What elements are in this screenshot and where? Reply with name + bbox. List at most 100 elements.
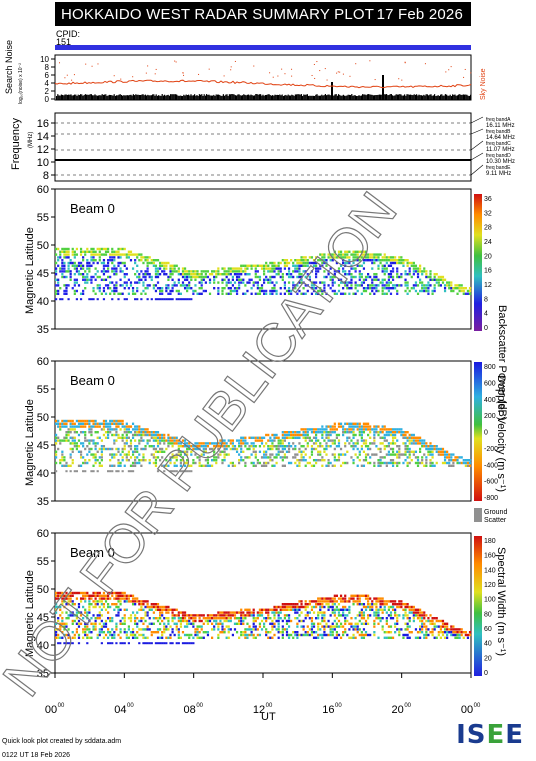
- scatter-cell: [416, 461, 420, 465]
- scatter-cell: [419, 450, 422, 453]
- scatter-cell: [57, 447, 60, 451]
- scatter-cell: [79, 261, 83, 265]
- scatter-cell: [217, 636, 220, 639]
- scatter-cell: [200, 442, 203, 445]
- scatter-cell: [92, 250, 95, 253]
- scatter-cell: [258, 264, 262, 267]
- scatter-cell: [329, 253, 332, 256]
- scatter-cell: [333, 619, 336, 623]
- scatter-cell: [113, 591, 116, 595]
- scatter-cell: [113, 428, 116, 431]
- noise-bar: [228, 94, 230, 100]
- scatter-cell: [165, 611, 168, 614]
- scatter-cell: [433, 617, 436, 620]
- scatter-cell: [188, 622, 191, 625]
- scatter-cell: [396, 622, 399, 625]
- scatter-cell: [252, 611, 255, 614]
- scatter-cell: [348, 600, 351, 603]
- scatter-cell: [339, 622, 343, 625]
- scatter-cell: [88, 431, 91, 434]
- scatter-cell: [248, 436, 251, 439]
- lat-tick-label: 55: [37, 384, 49, 396]
- scatter-cell: [144, 445, 147, 448]
- scatter-cell: [446, 628, 449, 631]
- scatter-cell: [398, 284, 401, 287]
- scatter-cell: [200, 275, 203, 279]
- scatter-cell: [302, 261, 305, 265]
- noise-bar: [155, 94, 157, 100]
- scatter-cell: [323, 631, 326, 634]
- scatter-cell: [115, 289, 118, 293]
- scatter-cell: [315, 281, 318, 284]
- scatter-cell: [400, 284, 403, 287]
- scatter-cell: [373, 439, 376, 442]
- scatter-cell: [238, 281, 241, 284]
- noise-bar: [320, 95, 322, 100]
- scatter-cell: [96, 422, 99, 425]
- scatter-cell: [298, 461, 301, 465]
- colorbar-tick-label: -600: [484, 479, 498, 486]
- noise-bar: [141, 94, 143, 100]
- scatter-cell: [113, 633, 116, 637]
- noise-dot: [147, 65, 149, 67]
- scatter-cell: [325, 436, 328, 439]
- noise-bar: [441, 94, 443, 100]
- scatter-cell: [117, 419, 120, 423]
- scatter-cell: [273, 456, 276, 459]
- scatter-cell: [192, 447, 195, 451]
- scatter-cell: [279, 292, 282, 295]
- scatter-cell: [154, 259, 158, 262]
- scatter-cell: [331, 425, 334, 428]
- scatter-cell: [96, 603, 99, 606]
- scatter-cell: [240, 445, 243, 448]
- scatter-cell: [348, 256, 351, 259]
- scatter-cell: [448, 631, 451, 634]
- scatter-cell: [331, 633, 334, 637]
- lat-tick-label: 55: [37, 556, 49, 568]
- scatter-cell: [115, 422, 118, 425]
- scatter-cell: [362, 459, 366, 462]
- scatter-cell: [161, 636, 164, 639]
- scatter-cell: [375, 259, 378, 262]
- scatter-cell: [154, 289, 158, 293]
- lat-tick-label: 40: [37, 296, 49, 308]
- scatter-cell: [352, 261, 355, 265]
- scatter-cell: [342, 608, 345, 611]
- scatter-cell: [94, 292, 97, 295]
- scatter-cell: [88, 608, 91, 611]
- noise-bar: [298, 94, 300, 100]
- noise-bar: [249, 95, 251, 100]
- noise-bar: [161, 94, 163, 100]
- lat-tick-label: 45: [37, 612, 49, 624]
- scatter-cell: [325, 600, 328, 603]
- scatter-cell: [136, 275, 139, 279]
- scatter-cell: [335, 445, 338, 448]
- scatter-cell: [179, 619, 182, 623]
- scatter-cell: [65, 419, 68, 423]
- scatter-cell: [387, 625, 390, 628]
- scatter-cell: [387, 275, 390, 279]
- scatter-cell: [98, 605, 101, 609]
- scatter-cell: [350, 281, 353, 284]
- scatter-cell: [315, 447, 318, 451]
- scatter-cell: [446, 281, 449, 284]
- scatter-cell: [125, 631, 128, 634]
- scatter-cell: [96, 261, 99, 265]
- scatter-cell: [369, 431, 372, 434]
- scatter-cell: [333, 625, 336, 628]
- scatter-cell: [300, 273, 303, 276]
- scatter-cell: [406, 614, 409, 617]
- scatter-cell: [271, 289, 274, 293]
- scatter-cell: [408, 625, 411, 628]
- scatter-cell: [136, 264, 139, 267]
- scatter-cell: [256, 264, 259, 267]
- scatter-cell: [283, 259, 286, 262]
- scatter-cell: [181, 270, 185, 273]
- scatter-cell: [258, 439, 262, 442]
- scatter-cell: [190, 642, 193, 645]
- scatter-cell: [381, 425, 384, 428]
- scatter-cell: [294, 603, 297, 606]
- scatter-cell: [383, 278, 386, 281]
- scatter-cell: [344, 619, 347, 623]
- scatter-cell: [252, 436, 255, 439]
